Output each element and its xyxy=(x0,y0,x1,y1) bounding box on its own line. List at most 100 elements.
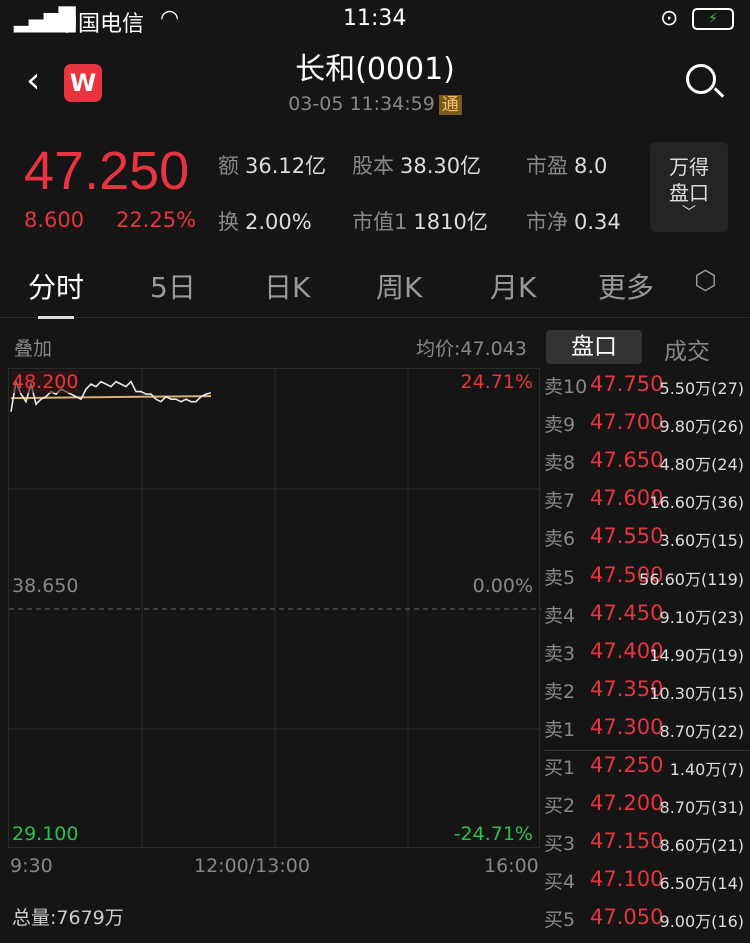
stat-shares: 股本 38.30亿 xyxy=(352,154,482,178)
level-label: 卖5 xyxy=(544,566,576,589)
level-volume: 1.40万(7) xyxy=(669,760,744,779)
chevron-down-icon: ﹀ xyxy=(682,205,696,221)
pct-bottom-label: -24.71% xyxy=(453,823,533,845)
page-title: 长和(0001) xyxy=(295,52,455,87)
level-price: 47.700 xyxy=(590,410,664,435)
ask-row[interactable]: 卖7 47.600 16.60万(36) xyxy=(544,486,750,524)
carrier: 中国电信 xyxy=(56,12,145,37)
x-tick-midday: 12:00/13:00 xyxy=(194,855,310,877)
price-line xyxy=(10,378,212,412)
tab-intraday[interactable]: 分时 xyxy=(28,266,84,319)
level-price: 47.250 xyxy=(590,753,664,777)
ask-row[interactable]: 卖2 47.350 10.30万(15) xyxy=(544,677,750,715)
tab-more[interactable]: 更多 xyxy=(598,271,655,304)
level-volume: 8.70万(31) xyxy=(659,798,744,818)
ask-row[interactable]: 卖5 47.500 56.60万(119) xyxy=(544,563,750,601)
level-volume: 9.80万(26) xyxy=(659,417,744,437)
wande-orderbook-button[interactable]: 万得 盘口 ﹀ xyxy=(650,142,728,232)
level-volume: 3.60万(15) xyxy=(659,531,744,551)
bid-row[interactable]: 买3 47.150 8.60万(21) xyxy=(544,829,750,867)
avg-price-label: 均价:47.043 xyxy=(416,338,527,360)
ask-row[interactable]: 卖8 47.650 4.80万(24) xyxy=(544,448,750,486)
stat-pb: 市净 0.34 xyxy=(526,210,621,234)
x-tick-open: 9:30 xyxy=(10,855,53,877)
level-volume: 6.50万(14) xyxy=(659,874,744,894)
overlay-button[interactable]: 叠加 xyxy=(14,338,53,360)
stat-turnover: 换 2.00% xyxy=(218,210,312,234)
avg-price-line xyxy=(10,395,212,400)
y-bottom-label: 29.100 xyxy=(12,823,79,845)
ask-row[interactable]: 卖1 47.300 8.70万(22) xyxy=(544,715,750,753)
bid-row[interactable]: 买1 47.250 1.40万(7) xyxy=(544,753,750,791)
side-tab-orderbook[interactable]: 盘口 xyxy=(546,330,642,364)
level-label: 卖1 xyxy=(544,718,576,741)
level-price: 47.650 xyxy=(590,448,664,473)
level-price: 47.350 xyxy=(590,676,664,701)
level-label: 卖2 xyxy=(544,680,576,703)
clock: 11:34 xyxy=(343,6,407,31)
pct-top-label: 24.71% xyxy=(460,371,533,393)
app-logo[interactable]: W xyxy=(64,64,102,102)
level-volume: 8.70万(22) xyxy=(659,721,744,741)
datetime: 03-05 11:34:59 xyxy=(288,93,435,115)
level-volume: 4.80万(24) xyxy=(659,455,744,475)
level-label: 买4 xyxy=(544,871,576,894)
level-price: 47.300 xyxy=(590,714,664,739)
change: 8.600 xyxy=(24,208,85,232)
level-label: 卖6 xyxy=(544,528,576,551)
level-price: 47.400 xyxy=(590,638,664,663)
ask-row[interactable]: 卖4 47.450 9.10万(23) xyxy=(544,601,750,639)
bid-row[interactable]: 买2 47.200 8.70万(31) xyxy=(544,791,750,829)
stat-market-cap: 市值1 1810亿 xyxy=(352,210,488,234)
y-mid-label: 38.650 xyxy=(12,575,79,597)
back-button[interactable]: ‹ xyxy=(26,60,41,101)
level-price: 47.550 xyxy=(590,524,664,549)
divider xyxy=(544,750,750,751)
ask-row[interactable]: 卖9 47.700 9.80万(26) xyxy=(544,410,750,448)
bid-row[interactable]: 买4 47.100 6.50万(14) xyxy=(544,867,750,905)
chart-svg xyxy=(9,369,541,849)
level-label: 买3 xyxy=(544,833,576,856)
settings-hexagon-icon[interactable]: ⬡ xyxy=(694,266,717,296)
level-label: 卖4 xyxy=(544,604,576,627)
level-label: 买1 xyxy=(544,757,576,779)
tab-weekly-k[interactable]: 周K xyxy=(376,271,423,304)
level-price: 47.100 xyxy=(590,867,664,892)
level-label: 卖3 xyxy=(544,642,576,665)
level-volume: 5.50万(27) xyxy=(659,379,744,398)
ask-row[interactable]: 卖6 47.550 3.60万(15) xyxy=(544,524,750,562)
level-volume: 14.90万(19) xyxy=(649,645,744,665)
chart-tabs: 分时 5日 日K 周K 月K 更多 ⬡ xyxy=(0,250,750,319)
level-volume: 10.30万(15) xyxy=(649,683,744,703)
connect-badge: 通 xyxy=(438,95,462,115)
tab-monthly-k[interactable]: 月K xyxy=(490,271,537,304)
level-volume: 56.60万(119) xyxy=(639,569,744,589)
last-price: 47.250 xyxy=(24,141,190,201)
ask-row[interactable]: 卖10 47.750 5.50万(27) xyxy=(544,372,750,410)
change-pct: 22.25% xyxy=(116,208,197,232)
level-label: 买2 xyxy=(544,795,576,818)
pct-mid-label: 0.00% xyxy=(472,575,533,597)
level-price: 47.750 xyxy=(590,372,664,396)
level-volume: 9.00万(16) xyxy=(659,912,744,932)
level-price: 47.050 xyxy=(590,905,664,930)
y-top-label: 48.200 xyxy=(12,371,79,393)
bid-row[interactable]: 买5 47.050 9.00万(16) xyxy=(544,905,750,943)
tab-daily-k[interactable]: 日K xyxy=(264,271,311,304)
stat-pe: 市盈 8.0 xyxy=(526,154,608,178)
x-tick-close: 16:00 xyxy=(484,855,539,877)
total-volume: 总量:7679万 xyxy=(12,907,124,929)
rotation-lock-icon: ⊙ xyxy=(660,6,679,31)
level-price: 47.500 xyxy=(590,562,664,587)
level-volume: 9.10万(23) xyxy=(659,607,744,627)
quote-time: 03-05 11:34:59 通 xyxy=(0,90,750,115)
tab-5day[interactable]: 5日 xyxy=(150,271,196,304)
level-label: 买5 xyxy=(544,909,576,932)
search-icon[interactable] xyxy=(686,64,725,98)
side-tab-trades[interactable]: 成交 xyxy=(664,339,710,365)
ask-row[interactable]: 卖3 47.400 14.90万(19) xyxy=(544,639,750,677)
level-label: 卖10 xyxy=(544,376,588,398)
level-label: 卖8 xyxy=(544,452,576,475)
wifi-icon: ◠ xyxy=(160,6,180,31)
signal-icon: ▂▄▆█ xyxy=(14,8,76,33)
